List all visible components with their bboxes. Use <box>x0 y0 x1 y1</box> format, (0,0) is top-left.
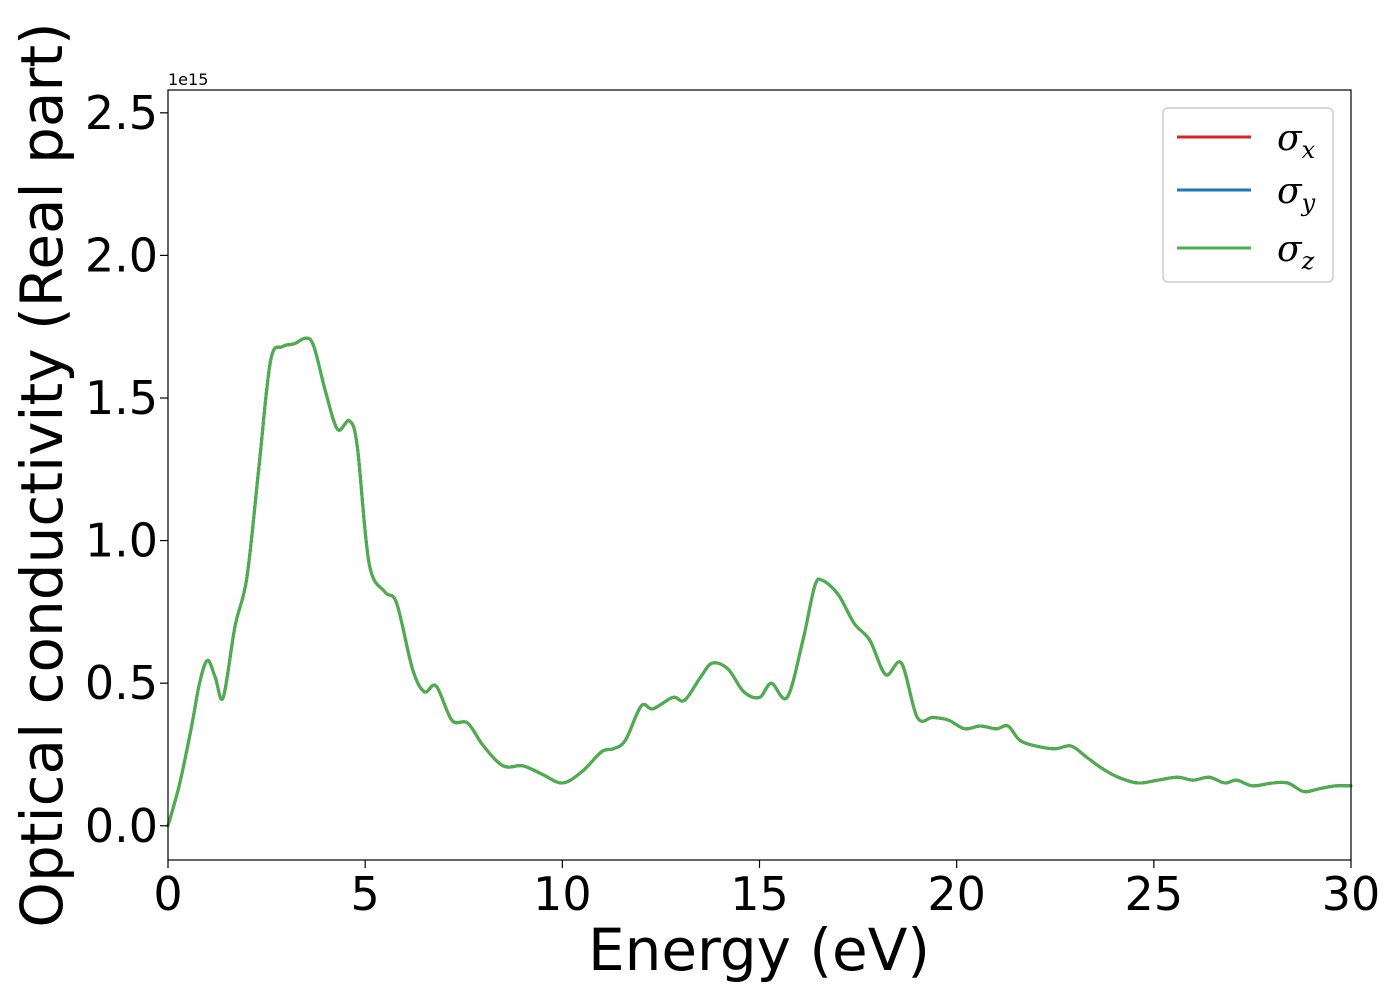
x-tick-label: 20 <box>927 867 986 921</box>
y-axis-ticks: 0.0 0.5 1.0 1.5 2.0 2.5 <box>85 86 168 853</box>
y-tick-label: 0.0 <box>85 799 158 853</box>
y-axis-title: Optical conductivity (Real part) <box>8 22 76 927</box>
y-tick-label: 2.0 <box>85 228 158 282</box>
y-offset-label: 1e15 <box>168 70 208 89</box>
legend-label-sigma-z: σz <box>1277 229 1315 275</box>
x-axis-title: Energy (eV) <box>588 916 930 984</box>
x-tick-label: 30 <box>1322 867 1381 921</box>
series-layer <box>166 336 1353 828</box>
y-tick-label: 1.5 <box>85 371 158 425</box>
y-tick-label: 1.0 <box>85 514 158 568</box>
series-line-sigma-z <box>166 336 1353 828</box>
x-tick-label: 0 <box>153 867 182 921</box>
x-tick-label: 5 <box>351 867 380 921</box>
x-tick-label: 25 <box>1125 867 1184 921</box>
x-tick-label: 15 <box>730 867 789 921</box>
y-tick-label: 2.5 <box>85 86 158 140</box>
legend-frame <box>1162 107 1334 283</box>
legend: σx σy σz <box>1162 107 1334 283</box>
legend-label-sigma-y: σy <box>1277 171 1316 217</box>
y-tick-label: 0.5 <box>85 656 158 710</box>
x-tick-label: 10 <box>533 867 592 921</box>
legend-label-sigma-x: σx <box>1277 118 1316 164</box>
x-axis-ticks: 0 5 10 15 20 25 30 <box>153 860 1380 921</box>
